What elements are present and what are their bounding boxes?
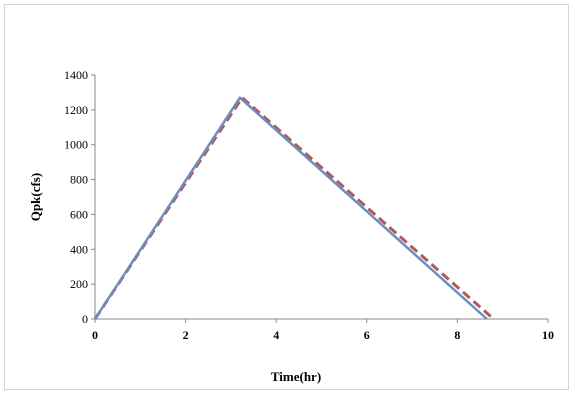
- y-tick-label: 1400: [64, 68, 88, 82]
- y-tick-label: 400: [70, 242, 88, 256]
- y-tick-label: 0: [82, 312, 88, 326]
- y-tick-label: 600: [70, 207, 88, 221]
- axes: [91, 74, 549, 323]
- x-tick-label: 0: [92, 328, 98, 342]
- x-tick-label: 2: [183, 328, 189, 342]
- y-axis-title: Qpk(cfs): [28, 173, 43, 221]
- y-tick-label: 200: [70, 277, 88, 291]
- x-tick-label: 8: [454, 328, 460, 342]
- y-tick-label: 800: [70, 173, 88, 187]
- chart-frame: [4, 4, 569, 390]
- series-line-dashed: [93, 96, 495, 321]
- tick-labels: 0 200 400 600 800 1000 1200 1400 0 2 4 6 8 10: [64, 68, 554, 342]
- x-tick-label: 6: [364, 328, 370, 342]
- y-tick-label: 1000: [64, 138, 88, 152]
- series-line-solid: [93, 96, 488, 320]
- series-lines: [93, 96, 495, 321]
- x-tick-label: 10: [542, 328, 554, 342]
- x-tick-label: 4: [273, 328, 279, 342]
- x-axis-title: Time(hr): [271, 369, 321, 384]
- y-tick-label: 1200: [64, 103, 88, 117]
